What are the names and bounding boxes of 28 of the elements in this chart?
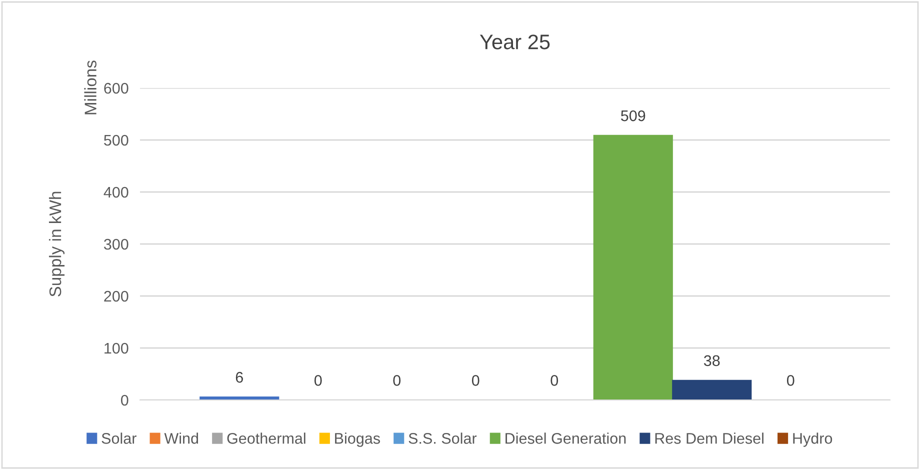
y-tick-label: 600 (104, 82, 128, 94)
bar (593, 134, 673, 400)
legend-label: Solar (102, 432, 136, 444)
legend-label: Diesel Generation (506, 432, 626, 444)
data-label: 509 (620, 110, 646, 122)
y-tick-label: 500 (104, 134, 128, 146)
y-axis-title: Supply in kWh (48, 192, 65, 297)
legend-label: S.S. Solar (408, 432, 477, 444)
data-label: 0 (393, 375, 401, 386)
legend-label: Geothermal (227, 432, 306, 444)
legend-label: Hydro (793, 432, 832, 447)
data-label: 6 (236, 372, 243, 383)
legend-label: Biogas (335, 432, 380, 447)
chart-title: Year 25 (480, 34, 550, 50)
y-tick-label: 300 (104, 238, 128, 250)
y-tick-label: 400 (104, 186, 128, 198)
data-label: 38 (704, 355, 720, 366)
bar (672, 380, 752, 400)
data-label: 0 (786, 375, 794, 386)
y-tick-label: 0 (120, 394, 128, 406)
legend-label: Res Dem Diesel (655, 432, 764, 444)
data-label: 0 (314, 375, 322, 386)
data-label: 0 (472, 375, 480, 386)
legend-label: Wind (164, 432, 198, 444)
y-tick-label: 100 (104, 342, 128, 354)
text: Millions (84, 60, 96, 114)
data-label: 0 (550, 375, 558, 386)
y-tick-label: 200 (104, 290, 128, 302)
